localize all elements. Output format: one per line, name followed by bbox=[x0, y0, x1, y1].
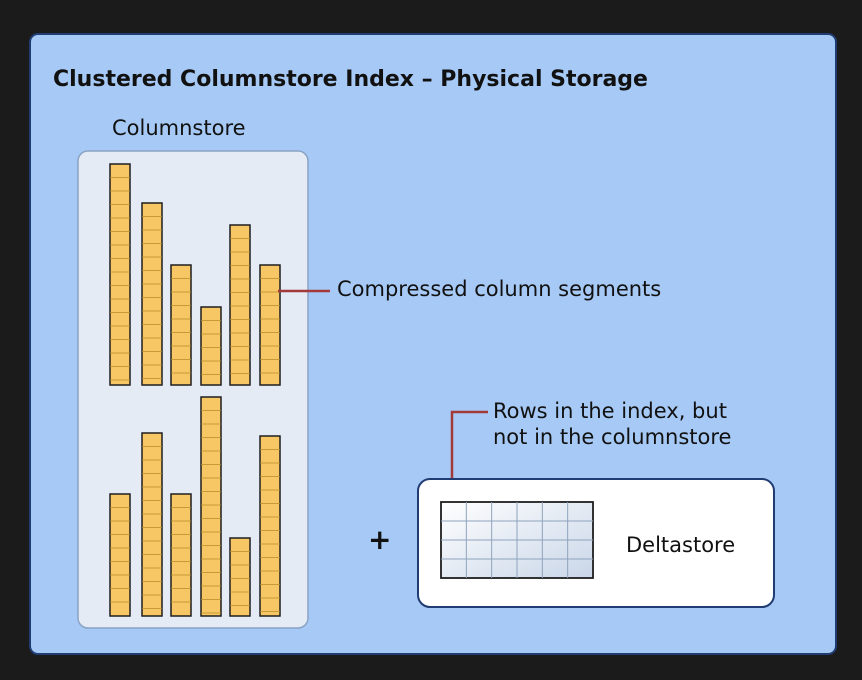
rows-label-line1: Rows in the index, but bbox=[493, 399, 727, 423]
column-segment bbox=[259, 264, 281, 386]
column-segment bbox=[229, 224, 251, 386]
column-segment bbox=[109, 493, 131, 617]
column-segment bbox=[200, 396, 222, 617]
column-segment bbox=[200, 306, 222, 386]
column-segment bbox=[141, 202, 163, 386]
plus-sign: + bbox=[368, 523, 391, 556]
deltastore-label: Deltastore bbox=[626, 533, 735, 557]
column-segment bbox=[109, 163, 131, 386]
rows-label-line2: not in the columnstore bbox=[493, 425, 731, 449]
columnstore-label: Columnstore bbox=[112, 116, 246, 140]
column-segments bbox=[109, 163, 281, 617]
column-segment bbox=[259, 435, 281, 617]
segments-label: Compressed column segments bbox=[337, 277, 661, 301]
column-segment bbox=[170, 264, 192, 386]
deltastore-grid bbox=[440, 501, 594, 579]
column-segment bbox=[229, 537, 251, 617]
column-segment bbox=[170, 493, 192, 617]
diagram-title: Clustered Columnstore Index – Physical S… bbox=[53, 67, 648, 92]
column-segment bbox=[141, 432, 163, 617]
